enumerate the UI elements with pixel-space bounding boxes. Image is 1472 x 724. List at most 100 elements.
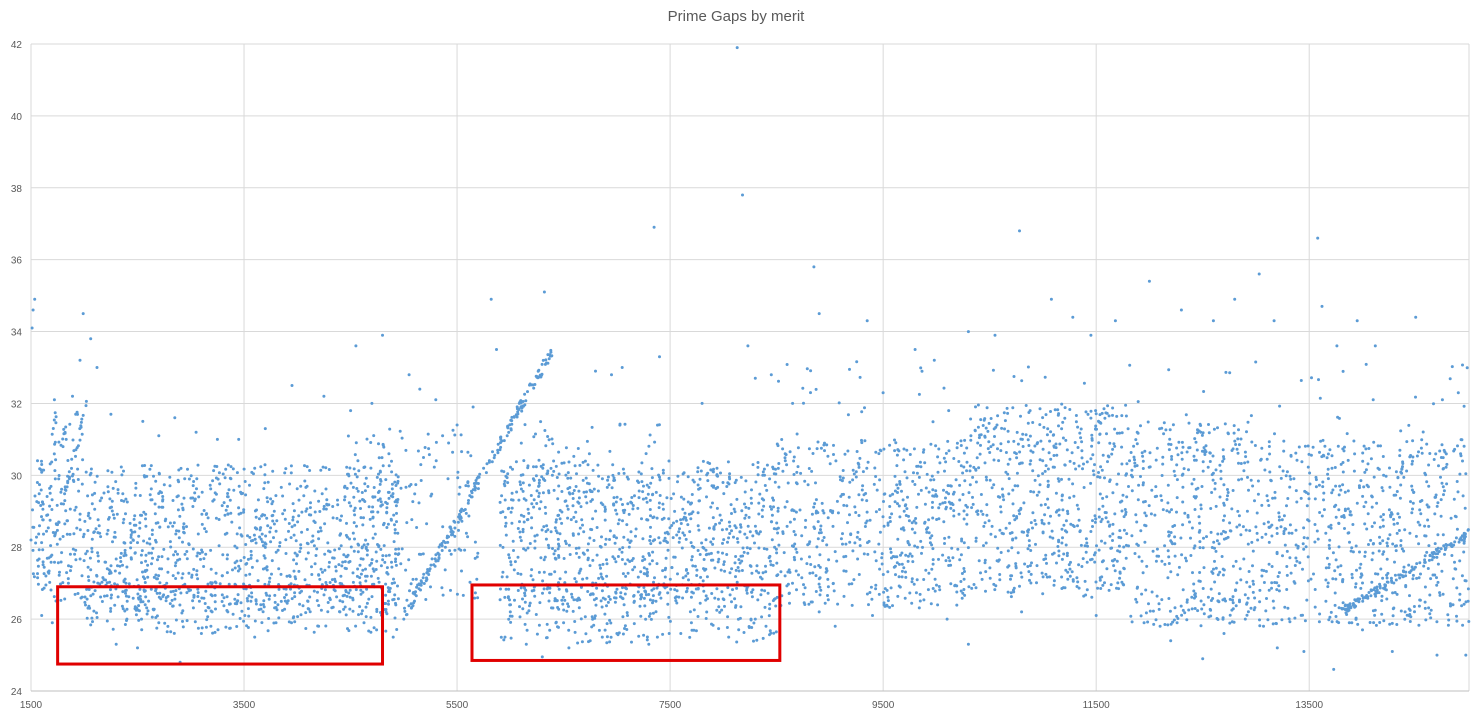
data-point (1047, 484, 1050, 487)
data-point (538, 624, 541, 627)
data-point (273, 523, 276, 526)
data-point (763, 547, 766, 550)
data-point (296, 487, 299, 490)
data-point (62, 428, 65, 431)
data-point (1317, 378, 1320, 381)
data-point (104, 561, 107, 564)
data-point (1032, 451, 1035, 454)
data-point (166, 571, 169, 574)
data-point (1407, 424, 1410, 427)
data-point (791, 582, 794, 585)
data-point (42, 518, 45, 521)
data-point (530, 568, 533, 571)
data-point (873, 550, 876, 553)
data-point (462, 509, 465, 512)
data-point (344, 495, 347, 498)
data-point (188, 478, 191, 481)
data-point (169, 484, 172, 487)
data-point (142, 540, 145, 543)
data-point (1380, 613, 1383, 616)
data-point (581, 578, 584, 581)
data-point (359, 564, 362, 567)
data-point (970, 506, 973, 509)
data-point (980, 510, 983, 513)
data-point (343, 594, 346, 597)
data-point (788, 592, 791, 595)
data-point (1173, 542, 1176, 545)
data-point (994, 584, 997, 587)
data-point (744, 479, 747, 482)
data-point (735, 498, 738, 501)
data-point (1421, 452, 1424, 455)
data-point (371, 558, 374, 561)
data-point (814, 481, 817, 484)
data-point (1174, 606, 1177, 609)
data-point (804, 586, 807, 589)
data-point (539, 500, 542, 503)
data-point (1136, 442, 1139, 445)
data-point (172, 574, 175, 577)
data-point (517, 527, 520, 530)
data-point (533, 547, 536, 550)
data-point (395, 628, 398, 631)
data-point (181, 572, 184, 575)
data-point (365, 477, 368, 480)
data-point (355, 441, 358, 444)
data-point (456, 471, 459, 474)
data-point (1095, 581, 1098, 584)
data-point (1417, 450, 1420, 453)
data-point (1100, 540, 1103, 543)
data-point (697, 488, 700, 491)
data-point (742, 547, 745, 550)
data-point (196, 595, 199, 598)
data-point (186, 619, 189, 622)
data-point (622, 536, 625, 539)
data-point (91, 620, 94, 623)
data-point (247, 615, 250, 618)
data-point (893, 439, 896, 442)
data-point (824, 602, 827, 605)
data-point (1382, 519, 1385, 522)
data-point (997, 495, 1000, 498)
data-point (224, 533, 227, 536)
data-point (557, 556, 560, 559)
data-point (1422, 431, 1425, 434)
data-point (1337, 566, 1340, 569)
data-point (702, 590, 705, 593)
data-point (594, 614, 597, 617)
data-point (841, 532, 844, 535)
data-point (617, 472, 620, 475)
data-point (31, 526, 34, 529)
data-point (668, 460, 671, 463)
data-point (832, 444, 835, 447)
data-point (1402, 550, 1405, 553)
data-point (922, 598, 925, 601)
data-point (232, 467, 235, 470)
data-point (525, 499, 528, 502)
data-point (1412, 491, 1415, 494)
data-point (1235, 526, 1238, 529)
data-point (347, 435, 350, 438)
data-point (383, 561, 386, 564)
data-point (938, 585, 941, 588)
data-point (172, 553, 175, 556)
data-point (154, 503, 157, 506)
data-point (811, 513, 814, 516)
data-point (154, 616, 157, 619)
data-point (453, 527, 456, 530)
data-point (797, 465, 800, 468)
data-point (1155, 459, 1158, 462)
data-point (111, 500, 114, 503)
data-point (1441, 482, 1444, 485)
data-point (1307, 579, 1310, 582)
data-point (947, 556, 950, 559)
data-point (645, 452, 648, 455)
data-point (242, 508, 245, 511)
data-point (59, 599, 62, 602)
data-point (158, 581, 161, 584)
data-point (1082, 557, 1085, 560)
data-point (424, 598, 427, 601)
data-point (1446, 613, 1449, 616)
data-point (1108, 442, 1111, 445)
data-point (625, 587, 628, 590)
